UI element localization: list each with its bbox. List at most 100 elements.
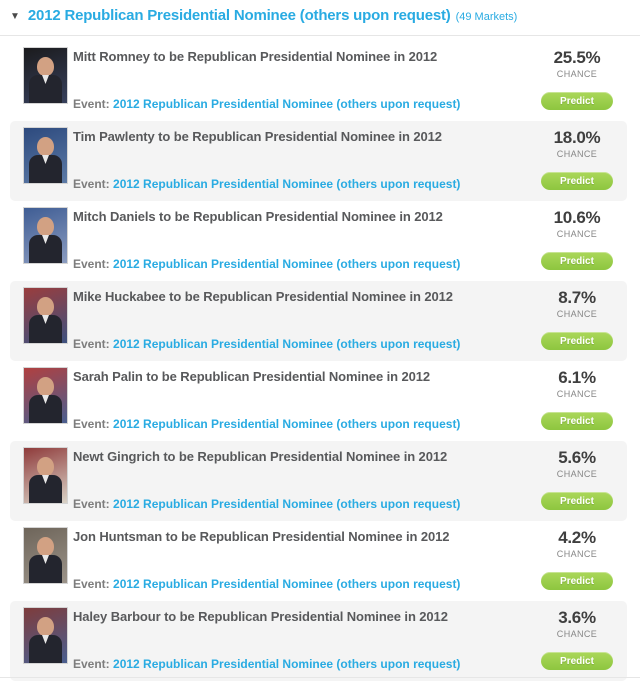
predict-button[interactable]: Predict [541,412,613,430]
event-link[interactable]: 2012 Republican Presidential Nominee (ot… [113,97,461,111]
market-title[interactable]: Mitch Daniels to be Republican President… [73,209,443,224]
predict-button[interactable]: Predict [541,652,613,670]
tim-pawlenty-photo[interactable] [23,127,68,184]
predict-button[interactable]: Predict [541,332,613,350]
event-link[interactable]: 2012 Republican Presidential Nominee (ot… [113,577,461,591]
photo-collar-silhouette [42,235,49,244]
market-info: Tim Pawlenty to be Republican Presidenti… [73,128,528,145]
chance-column: 5.6% CHANCE Predict [535,448,619,510]
predict-button[interactable]: Predict [541,492,613,510]
sarah-palin-photo[interactable] [23,367,68,424]
market-info: Sarah Palin to be Republican Presidentia… [73,368,528,385]
category-header[interactable]: ▼ 2012 Republican Presidential Nominee (… [0,0,640,30]
chance-label: CHANCE [556,309,598,319]
chance-column: 18.0% CHANCE Predict [535,128,619,190]
category-title[interactable]: 2012 Republican Presidential Nominee (ot… [27,7,451,24]
photo-collar-silhouette [42,395,49,404]
market-info: Newt Gingrich to be Republican President… [73,448,528,465]
predict-button[interactable]: Predict [541,572,613,590]
photo-head-silhouette [37,537,54,556]
market-info: Mitch Daniels to be Republican President… [73,208,528,225]
market-row: Sarah Palin to be Republican Presidentia… [10,361,627,441]
mitch-daniels-photo[interactable] [23,207,68,264]
markets-count: (49 Markets) [455,11,518,23]
photo-head-silhouette [37,457,54,476]
photo-collar-silhouette [42,155,49,164]
chance-percent: 25.5% [553,48,601,67]
chance-column: 10.6% CHANCE Predict [535,208,619,270]
chance-column: 25.5% CHANCE Predict [535,48,619,110]
event-link[interactable]: 2012 Republican Presidential Nominee (ot… [113,417,461,431]
market-title[interactable]: Mitt Romney to be Republican Presidentia… [73,49,438,64]
event-line: Event: 2012 Republican Presidential Nomi… [73,417,460,431]
market-list: Mitt Romney to be Republican Presidentia… [0,41,640,681]
photo-collar-silhouette [42,555,49,564]
event-link[interactable]: 2012 Republican Presidential Nominee (ot… [113,497,461,511]
market-info: Haley Barbour to be Republican President… [73,608,528,625]
jon-huntsman-photo[interactable] [23,527,68,584]
photo-head-silhouette [37,137,54,156]
predict-button[interactable]: Predict [541,252,613,270]
mitt-romney-photo[interactable] [23,47,68,104]
bottom-divider [0,677,640,678]
photo-collar-silhouette [42,75,49,84]
chance-label: CHANCE [556,69,598,79]
photo-head-silhouette [37,377,54,396]
event-line: Event: 2012 Republican Presidential Nomi… [73,257,460,271]
header-divider [0,35,640,36]
chance-percent: 10.6% [553,208,601,227]
event-line: Event: 2012 Republican Presidential Nomi… [73,657,460,671]
chance-percent: 18.0% [553,128,601,147]
chance-label: CHANCE [556,229,598,239]
market-title[interactable]: Haley Barbour to be Republican President… [73,609,448,624]
market-row: Tim Pawlenty to be Republican Presidenti… [10,121,627,201]
market-row: Jon Huntsman to be Republican Presidenti… [10,521,627,601]
event-label: Event: [73,577,114,591]
chance-percent: 4.2% [558,528,596,547]
event-link[interactable]: 2012 Republican Presidential Nominee (ot… [113,257,461,271]
newt-gingrich-photo[interactable] [23,447,68,504]
market-title[interactable]: Jon Huntsman to be Republican Presidenti… [73,529,450,544]
chance-percent: 5.6% [558,448,596,467]
event-label: Event: [73,177,114,191]
event-line: Event: 2012 Republican Presidential Nomi… [73,97,460,111]
photo-collar-silhouette [42,475,49,484]
chance-percent: 3.6% [558,608,596,627]
photo-collar-silhouette [42,635,49,644]
event-line: Event: 2012 Republican Presidential Nomi… [73,337,460,351]
predict-button[interactable]: Predict [541,92,613,110]
market-title[interactable]: Sarah Palin to be Republican Presidentia… [73,369,430,384]
chance-column: 8.7% CHANCE Predict [535,288,619,350]
chance-column: 6.1% CHANCE Predict [535,368,619,430]
event-label: Event: [73,417,114,431]
market-row: Mitt Romney to be Republican Presidentia… [10,41,627,121]
chance-column: 4.2% CHANCE Predict [535,528,619,590]
mike-huckabee-photo[interactable] [23,287,68,344]
event-line: Event: 2012 Republican Presidential Nomi… [73,577,460,591]
chance-label: CHANCE [556,149,598,159]
event-link[interactable]: 2012 Republican Presidential Nominee (ot… [113,657,461,671]
event-line: Event: 2012 Republican Presidential Nomi… [73,497,460,511]
market-title[interactable]: Mike Huckabee to be Republican President… [73,289,453,304]
market-info: Jon Huntsman to be Republican Presidenti… [73,528,528,545]
market-row: Haley Barbour to be Republican President… [10,601,627,681]
photo-head-silhouette [37,217,54,236]
collapse-triangle-icon[interactable]: ▼ [10,11,20,22]
photo-head-silhouette [37,57,54,76]
chance-percent: 8.7% [558,288,596,307]
photo-head-silhouette [37,617,54,636]
haley-barbour-photo[interactable] [23,607,68,664]
market-title[interactable]: Tim Pawlenty to be Republican Presidenti… [73,129,442,144]
predict-button[interactable]: Predict [541,172,613,190]
event-label: Event: [73,657,114,671]
event-link[interactable]: 2012 Republican Presidential Nominee (ot… [113,337,461,351]
chance-label: CHANCE [556,389,598,399]
event-label: Event: [73,97,114,111]
market-row: Mitch Daniels to be Republican President… [10,201,627,281]
event-label: Event: [73,337,114,351]
event-line: Event: 2012 Republican Presidential Nomi… [73,177,460,191]
chance-label: CHANCE [556,469,598,479]
event-link[interactable]: 2012 Republican Presidential Nominee (ot… [113,177,461,191]
market-title[interactable]: Newt Gingrich to be Republican President… [73,449,448,464]
photo-collar-silhouette [42,315,49,324]
